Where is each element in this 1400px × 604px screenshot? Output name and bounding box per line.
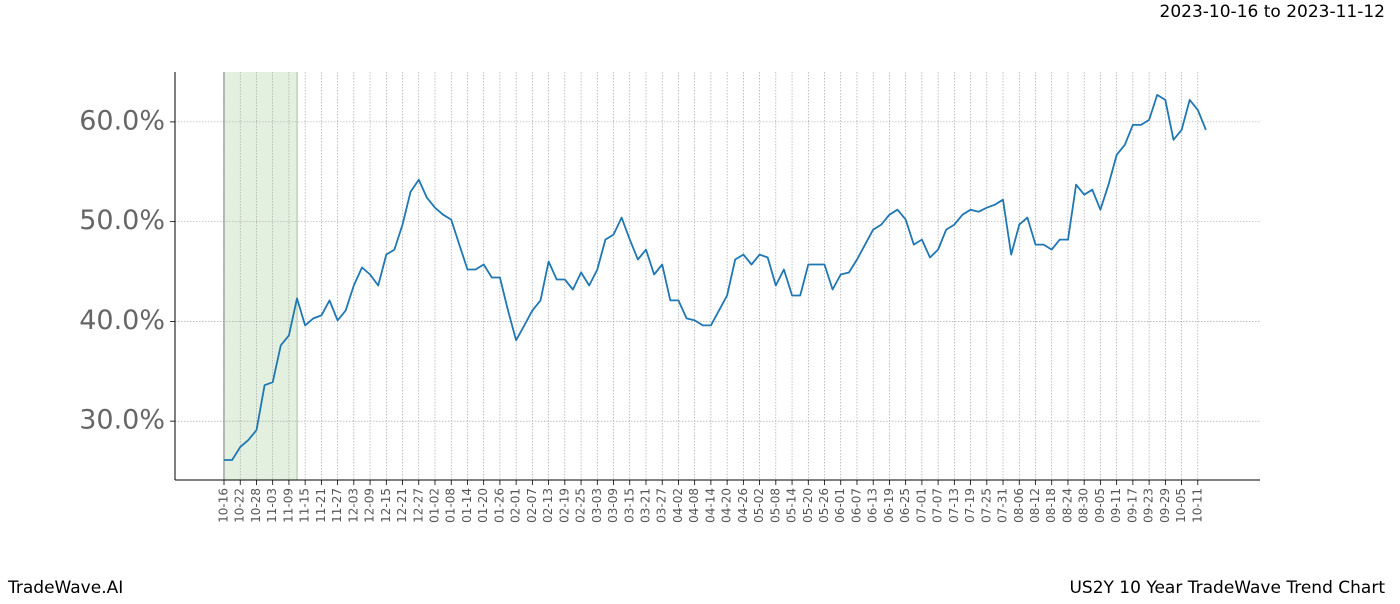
brand: TradeWave.AI: [7, 578, 123, 598]
x-tick-label: 04-14: [703, 488, 717, 523]
x-tick-label: 06-19: [882, 488, 896, 523]
x-tick-label: 03-15: [622, 488, 636, 523]
x-tick-label: 07-25: [979, 488, 993, 523]
x-tick-label: 09-11: [1109, 488, 1123, 523]
x-tick-label: 11-03: [265, 488, 279, 523]
x-tick-label: 01-20: [476, 488, 490, 523]
x-tick-label: 07-19: [963, 488, 977, 523]
y-tick-label: 30.0%: [79, 405, 165, 436]
x-tick-label: 09-17: [1125, 488, 1139, 523]
x-tick-label: 05-20: [801, 488, 815, 523]
x-tick-label: 06-13: [866, 488, 880, 523]
x-tick-label: 02-13: [541, 488, 555, 523]
x-tick-label: 07-13: [947, 488, 961, 523]
x-tick-label: 12-09: [363, 488, 377, 523]
x-tick-label: 12-03: [346, 488, 360, 523]
x-tick-label: 10-22: [233, 488, 247, 523]
x-tick-label: 01-14: [460, 488, 474, 523]
x-tick-label: 10-16: [217, 488, 231, 523]
x-tick-label: 09-23: [1142, 488, 1156, 523]
x-tick-label: 01-02: [427, 488, 441, 523]
y-tick-label: 60.0%: [79, 105, 165, 136]
x-tick-label: 06-01: [833, 488, 847, 523]
x-tick-label: 05-08: [768, 488, 782, 523]
x-tick-label: 11-27: [330, 488, 344, 523]
x-tick-label: 12-15: [379, 488, 393, 523]
x-tick-label: 11-15: [298, 488, 312, 523]
x-tick-label: 03-09: [606, 488, 620, 523]
x-tick-label: 11-21: [314, 488, 328, 523]
x-tick-label: 04-20: [720, 488, 734, 523]
x-tick-label: 05-02: [752, 488, 766, 523]
x-tick-label: 07-31: [996, 488, 1010, 523]
x-tick-label: 10-28: [249, 488, 263, 523]
x-tick-label: 10-11: [1190, 488, 1204, 523]
x-tick-label: 02-19: [557, 488, 571, 523]
x-tick-label: 08-24: [1060, 488, 1074, 523]
date-range: 2023-10-16 to 2023-11-12: [1160, 2, 1385, 22]
x-tick-label: 06-07: [849, 488, 863, 523]
x-tick-label: 11-09: [281, 488, 295, 523]
x-tick-label: 04-02: [671, 488, 685, 523]
x-tick-label: 01-08: [444, 488, 458, 523]
chart-title: US2Y 10 Year TradeWave Trend Chart: [1069, 578, 1385, 598]
x-tick-label: 07-07: [931, 488, 945, 523]
x-tick-label: 08-30: [1077, 488, 1091, 523]
highlight-window: [224, 72, 298, 480]
x-tick-label: 12-21: [395, 488, 409, 523]
x-tick-label: 03-21: [638, 488, 652, 523]
x-tick-label: 02-25: [574, 488, 588, 523]
x-tick-label: 03-03: [590, 488, 604, 523]
x-tick-label: 07-01: [914, 488, 928, 523]
x-tick-label: 05-26: [817, 488, 831, 523]
x-tick-label: 05-14: [785, 488, 799, 523]
x-tick-label: 08-18: [1044, 488, 1058, 523]
x-tick-label: 09-29: [1158, 488, 1172, 523]
x-tick-label: 06-25: [898, 488, 912, 523]
y-tick-label: 50.0%: [79, 205, 165, 236]
x-tick-label: 10-05: [1174, 488, 1188, 523]
x-tick-label: 02-01: [509, 488, 523, 523]
series-line: [224, 94, 1207, 461]
y-tick-label: 40.0%: [79, 305, 165, 336]
x-tick-label: 04-26: [736, 488, 750, 523]
x-tick-label: 08-06: [1012, 488, 1026, 523]
x-tick-label: 04-08: [687, 488, 701, 523]
x-tick-label: 09-05: [1093, 488, 1107, 523]
x-tick-label: 08-12: [1028, 488, 1042, 523]
x-tick-label: 01-26: [492, 488, 506, 523]
x-tick-label: 02-07: [525, 488, 539, 523]
x-tick-label: 12-27: [411, 488, 425, 523]
x-tick-label: 03-27: [655, 488, 669, 523]
